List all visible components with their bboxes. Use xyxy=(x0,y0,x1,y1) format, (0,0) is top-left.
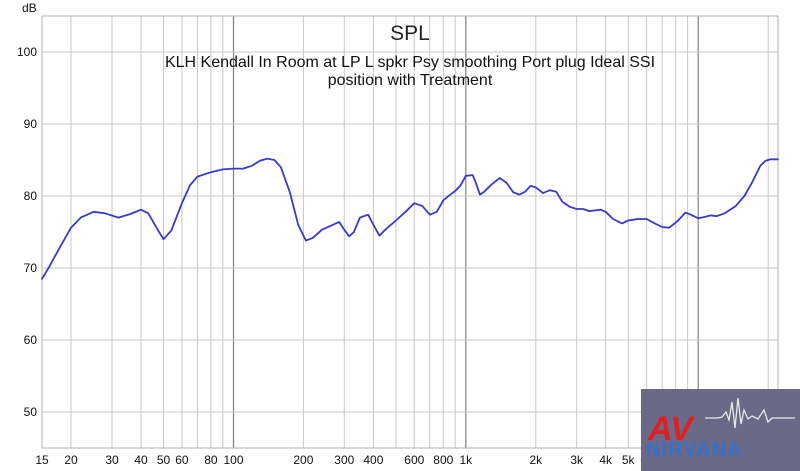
x-tick-label: 800 xyxy=(433,453,453,467)
logo-background xyxy=(641,389,800,471)
x-tick-label: 1k xyxy=(459,453,473,467)
y-tick-label: 100 xyxy=(17,45,37,59)
chart-subtitle-line-2: position with Treatment xyxy=(328,72,493,89)
y-tick-label: 80 xyxy=(24,189,38,203)
x-tick-label: 3k xyxy=(570,453,584,467)
x-tick-label: 200 xyxy=(293,453,313,467)
x-tick-label: 2k xyxy=(529,453,543,467)
series-layer xyxy=(41,157,779,280)
plot-frame xyxy=(41,15,779,449)
x-tick-label: 50 xyxy=(157,453,171,467)
spl-series-line xyxy=(41,157,779,280)
x-tick-label: 30 xyxy=(105,453,119,467)
x-tick-label: 20 xyxy=(64,453,78,467)
x-tick-label: 100 xyxy=(223,453,243,467)
x-tick-label: 80 xyxy=(204,453,218,467)
y-axis-ticks: 50 60 70 80 90 100 xyxy=(17,45,37,419)
x-tick-label: 300 xyxy=(334,453,354,467)
x-tick-label: 40 xyxy=(134,453,148,467)
x-tick-label: 4k xyxy=(599,453,613,467)
logo-mark: AV xyxy=(647,410,696,448)
y-tick-label: 60 xyxy=(24,333,38,347)
x-tick-label: 5k xyxy=(622,453,636,467)
y-tick-label: 90 xyxy=(24,117,38,131)
y-tick-label: 50 xyxy=(24,405,38,419)
chart-title: SPL xyxy=(390,22,430,45)
grid xyxy=(42,16,778,448)
y-unit-label: dB xyxy=(22,1,37,15)
x-tick-label: 600 xyxy=(404,453,424,467)
chart-subtitle-line-1: KLH Kendall In Room at LP L spkr Psy smo… xyxy=(165,54,655,71)
y-tick-label: 70 xyxy=(24,261,38,275)
x-tick-label: 15 xyxy=(35,453,49,467)
av-nirvana-logo: AV NIRVANA xyxy=(641,389,800,471)
x-tick-label: 60 xyxy=(175,453,189,467)
waveform-icon xyxy=(705,397,795,429)
x-tick-label: 400 xyxy=(363,453,383,467)
logo-name: NIRVANA xyxy=(646,439,742,461)
